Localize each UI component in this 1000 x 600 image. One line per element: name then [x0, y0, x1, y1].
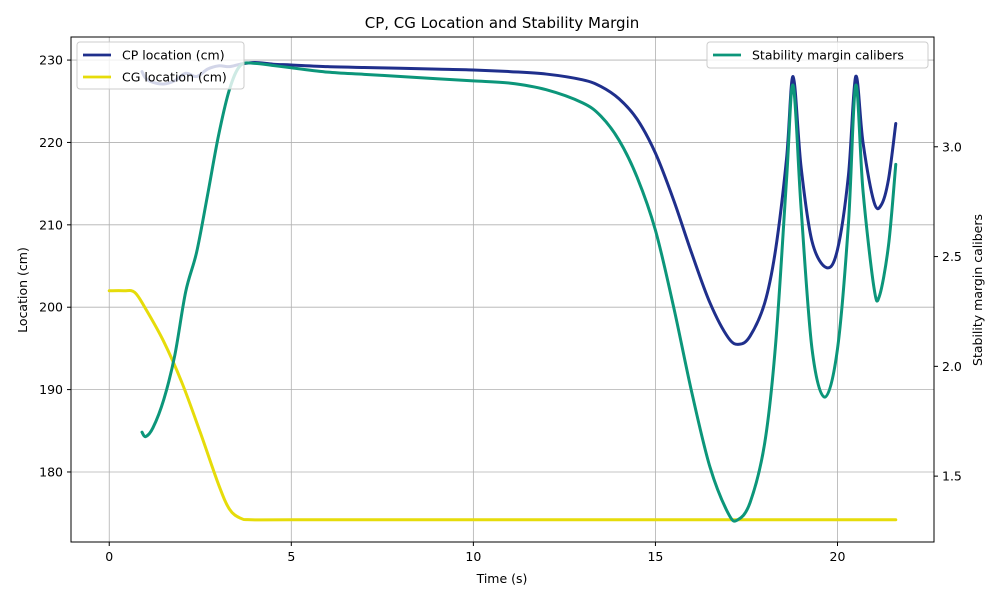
x-tick-label: 15 — [647, 549, 663, 564]
legend-left: CP location (cm) CG location (cm) — [76, 41, 245, 90]
y-axis-right: 1.5 2.0 2.5 3.0 — [934, 139, 962, 484]
y2-tick-label: 2.5 — [942, 249, 962, 264]
y-tick-label: 230 — [39, 53, 63, 68]
series-cg-location-line — [107, 289, 898, 522]
legend-label-cp: CP location (cm) — [122, 48, 225, 63]
y2-tick-label: 3.0 — [942, 139, 962, 154]
y-axis-right-label: Stability margin calibers — [970, 214, 985, 366]
series-layer — [107, 61, 898, 523]
y-tick-label: 190 — [39, 382, 63, 397]
x-tick-label: 10 — [465, 549, 481, 564]
legend-label-cg: CG location (cm) — [122, 70, 227, 85]
y-tick-label: 220 — [39, 135, 63, 150]
legend-right-box — [706, 41, 929, 69]
x-tick-label: 5 — [287, 549, 295, 564]
y-axis-left-label: Location (cm) — [15, 247, 30, 333]
y2-tick-label: 1.5 — [942, 469, 962, 484]
legend-label-stability: Stability margin calibers — [752, 48, 904, 63]
x-tick-label: 20 — [830, 549, 846, 564]
legend-left-box — [76, 41, 245, 90]
series-stability-margin-line — [140, 61, 898, 523]
grid — [71, 37, 934, 542]
y-tick-label: 200 — [39, 300, 63, 315]
series-cp-location-line — [140, 61, 898, 346]
plot-frame — [70, 36, 935, 543]
x-axis-label: Time (s) — [476, 571, 528, 586]
legend-right: Stability margin calibers — [706, 41, 929, 69]
y2-tick-label: 2.0 — [942, 359, 962, 374]
y-tick-label: 210 — [39, 217, 63, 232]
y-axis-left: 180 190 200 210 220 230 — [39, 53, 71, 479]
chart-title: CP, CG Location and Stability Margin — [365, 14, 640, 32]
x-tick-label: 0 — [105, 549, 113, 564]
x-axis: 0 5 10 15 20 — [105, 542, 846, 564]
y-tick-label: 180 — [39, 464, 63, 479]
